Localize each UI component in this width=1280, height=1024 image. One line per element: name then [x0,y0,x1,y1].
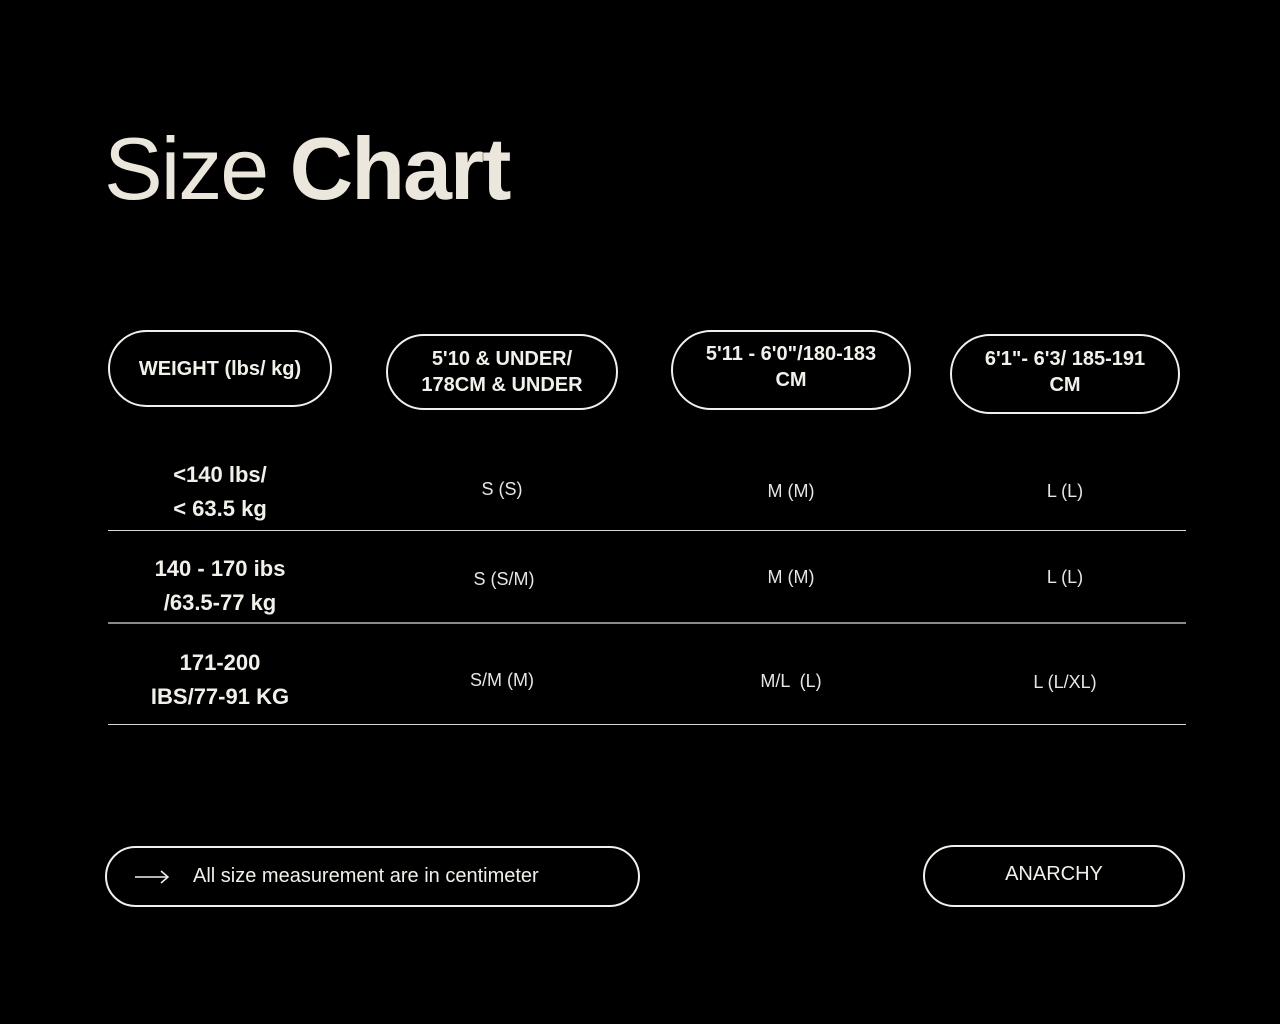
size-cell: L (L/XL) [1033,672,1097,692]
title-bold: Chart [289,119,512,218]
measurement-note: All size measurement are in centimeter [105,846,640,907]
row-divider [108,530,1186,531]
page-title: Size Chart [104,118,512,220]
size-cell: L (L) [1046,567,1084,587]
table-row-weight: 171-200 IBS/77-91 KG [151,646,289,714]
size-cell: M/L (L) [760,671,822,691]
header-label: 6'1"- 6'3/ 185-191 [984,348,1146,370]
size-cell: S/M (M) [470,670,534,690]
note-text: All size measurement are in centimeter [193,865,539,887]
header-height-1: 5'10 & UNDER/178CM & UNDER [386,334,618,410]
weight-line: <140 lbs/ [173,462,267,487]
table-row-weight: 140 - 170 ibs/63.5-77 kg [155,552,286,620]
header-label: CM [775,369,807,391]
size-cell: S (S/M) [473,569,535,589]
header-label: 178CM & UNDER [421,374,583,396]
table-row-weight: <140 lbs/ < 63.5 kg [173,458,267,526]
row-divider [108,622,1186,624]
header-height-3: 6'1"- 6'3/ 185-191 CM [950,334,1180,414]
title-light: Size [104,119,269,218]
header-label: WEIGHT (lbs/ kg) [138,357,302,380]
weight-line: < 63.5 kg [173,496,267,521]
weight-line: 140 - 170 ibs [154,556,286,581]
weight-line: IBS/77-91 KG [150,684,290,709]
size-cell: M (M) [767,567,815,587]
brand-name: ANARCHY [1005,862,1103,885]
brand-pill: ANARCHY [923,845,1185,907]
size-cell: L (L) [1046,481,1084,501]
arrow-right-icon [135,869,170,884]
size-cell: M (M) [767,481,815,501]
header-weight: WEIGHT (lbs/ kg) [108,330,332,407]
header-label: 5'10 & UNDER/ [431,348,573,370]
header-label: 5'11 - 6'0"/180-183 [705,343,877,365]
row-divider [108,724,1186,725]
weight-line: 171-200 [179,650,261,675]
header-label: CM [1049,374,1081,396]
weight-line: /63.5-77 kg [163,590,277,615]
header-height-2: 5'11 - 6'0"/180-183 CM [671,330,911,410]
size-cell: S (S) [481,479,523,499]
